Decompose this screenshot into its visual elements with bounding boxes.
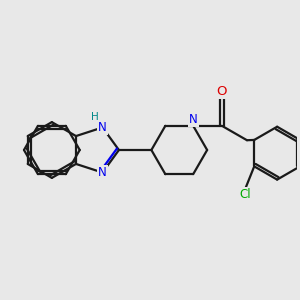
Text: H: H xyxy=(91,112,99,122)
Text: N: N xyxy=(189,113,198,126)
Text: Cl: Cl xyxy=(240,188,251,201)
Text: N: N xyxy=(98,121,107,134)
Text: N: N xyxy=(98,166,107,179)
Text: O: O xyxy=(217,85,227,98)
